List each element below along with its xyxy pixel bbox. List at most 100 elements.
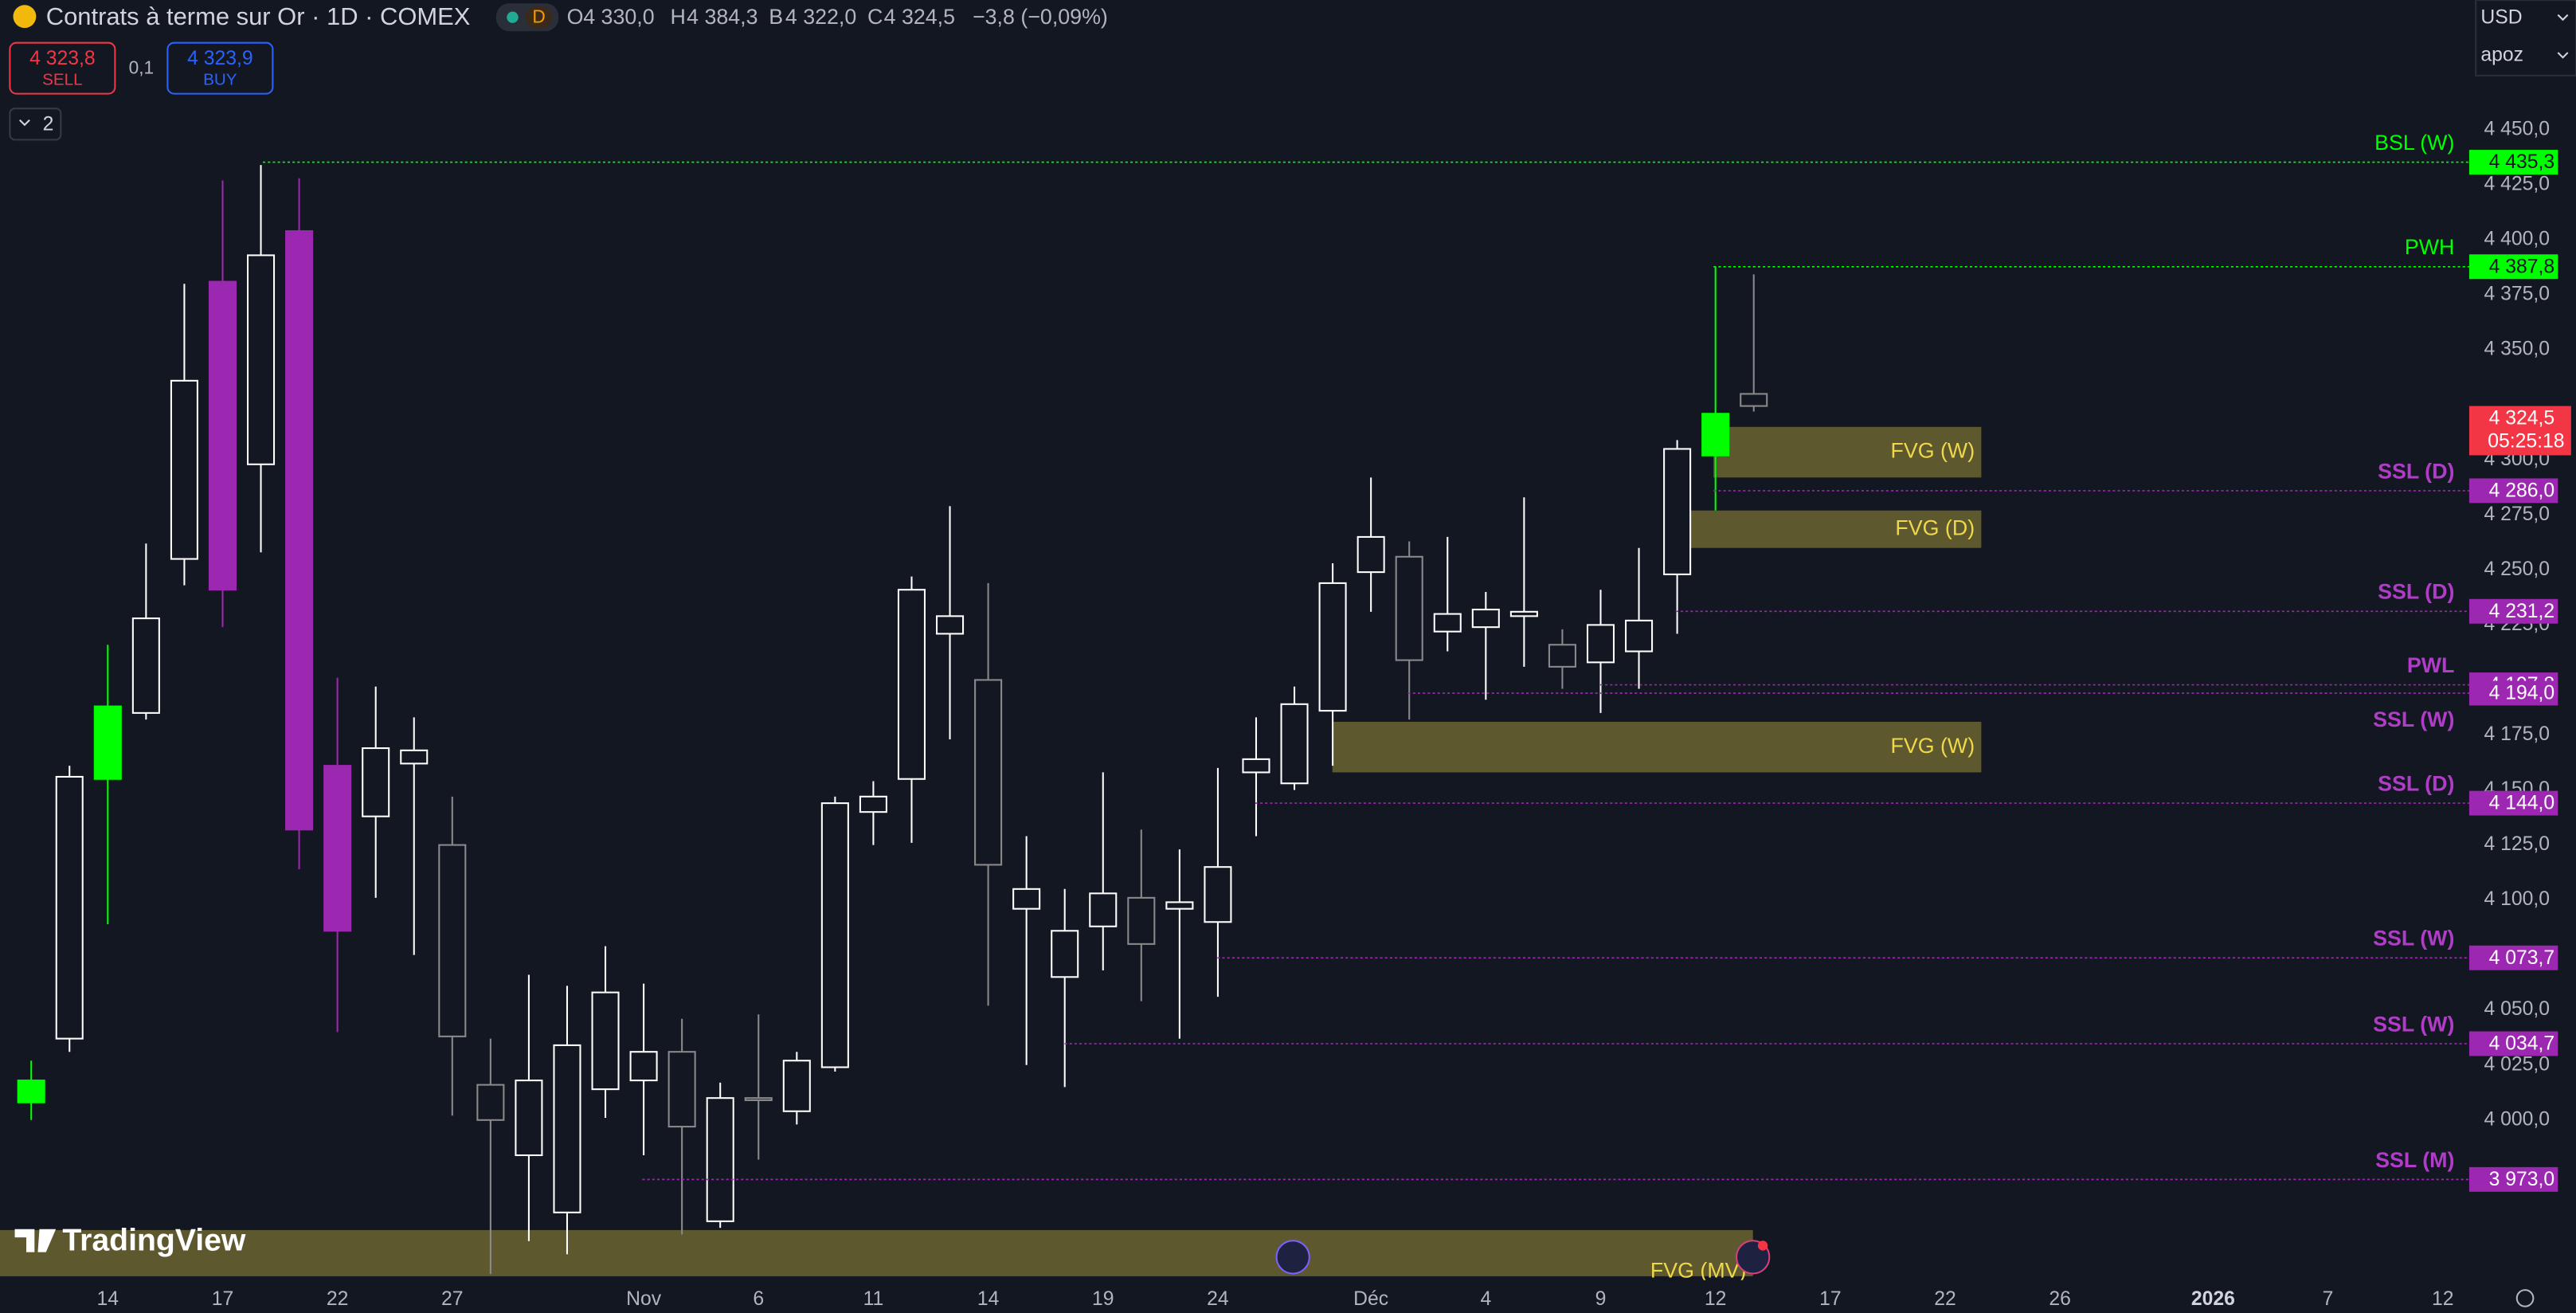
currency[interactable]: USD: [2480, 6, 2522, 28]
level-price-box: [2468, 945, 2558, 970]
fvg-label: FVG (D): [1895, 515, 1975, 539]
x-tick-label: Nov: [626, 1288, 662, 1310]
y-tick-label: 4 175,0: [2484, 723, 2551, 745]
candle-body: [1471, 609, 1500, 629]
candle-body: [17, 1080, 45, 1103]
level-name: SSL (D): [2378, 771, 2454, 795]
level-name: SSL (W): [2373, 707, 2454, 731]
candle-body: [897, 589, 926, 780]
candle-body: [591, 991, 620, 1091]
candle-body: [1051, 930, 1079, 978]
candle-body: [1586, 624, 1615, 664]
level-name: SSL (M): [2375, 1148, 2454, 1172]
y-tick-label: 4 250,0: [2484, 559, 2551, 580]
sell-price[interactable]: 4 323,8: [29, 48, 96, 69]
profile[interactable]: apoz: [2480, 45, 2523, 66]
level-price-box: [2468, 1031, 2558, 1056]
candle-body: [1204, 866, 1232, 923]
fvg-box: [1332, 721, 1982, 773]
y-tick-label: 4 375,0: [2484, 284, 2551, 305]
x-tick-label: 22: [1934, 1288, 1956, 1310]
sell-button[interactable]: [9, 41, 116, 95]
candle-body: [1740, 393, 1768, 407]
candle-body: [1548, 644, 1576, 668]
y-tick-label: 4 350,0: [2484, 339, 2551, 360]
chevron: [2557, 52, 2569, 59]
x-tick-label: 6: [753, 1288, 764, 1310]
x-tick-label: 4: [1480, 1288, 1491, 1310]
level-price-label: 4 144,0: [2489, 793, 2555, 814]
y-tick-label: 4 100,0: [2484, 888, 2551, 910]
candle-body: [1357, 535, 1385, 574]
candle-body: [438, 844, 467, 1037]
candle-body: [476, 1084, 505, 1121]
ohlc-value: 4 322,0: [785, 5, 856, 29]
candle-body: [629, 1051, 658, 1082]
interval-badge: D: [532, 6, 545, 27]
ohlc-value: 4 324,5: [884, 5, 955, 29]
logo-icon: [14, 1229, 57, 1252]
candle-body: [1395, 555, 1423, 661]
level-name: SSL (D): [2378, 580, 2454, 604]
buy-price[interactable]: 4 323,9: [187, 48, 253, 69]
level-name: PWH: [2405, 235, 2455, 259]
settings-icon[interactable]: [2515, 1289, 2535, 1307]
candle-body: [93, 705, 122, 780]
candle-body: [1433, 613, 1462, 633]
last-price-label: 4 324,5: [2489, 408, 2555, 429]
chevron: [19, 119, 30, 127]
ohlc-value: 4 384,3: [687, 5, 758, 29]
level-price-box: [2468, 478, 2558, 504]
level-name: BSL (W): [2374, 131, 2454, 155]
alert-dot: [1757, 1240, 1768, 1251]
x-tick-label: Déc: [1353, 1288, 1388, 1310]
indicators-toggle[interactable]: [9, 108, 62, 141]
candle-body: [553, 1044, 581, 1213]
indicators-count[interactable]: 2: [43, 113, 54, 135]
candle-body: [1318, 582, 1347, 712]
y-tick-label: 4 000,0: [2484, 1108, 2551, 1130]
sell-label[interactable]: SELL: [42, 71, 82, 89]
ohlc-key: B: [769, 5, 783, 29]
candle-body: [706, 1097, 734, 1222]
fvg-label: FVG (W): [1890, 439, 1975, 463]
level-price-label: 4 073,7: [2489, 947, 2555, 969]
market-dot: [507, 11, 519, 23]
level-price-label: 4 231,2: [2489, 601, 2555, 622]
buy-label[interactable]: BUY: [203, 71, 237, 89]
x-tick-label: 26: [2049, 1288, 2071, 1310]
level-name: PWL: [2407, 653, 2455, 677]
x-tick-label: 7: [2323, 1288, 2334, 1310]
candle-body: [246, 254, 276, 465]
candle-body: [859, 795, 887, 813]
candle-body: [323, 765, 352, 932]
replay-icon[interactable]: [1275, 1240, 1310, 1275]
y-tick-label: 4 125,0: [2484, 833, 2551, 855]
buy-button[interactable]: [166, 41, 274, 95]
ohlc-key: C: [867, 5, 883, 29]
candle-body: [782, 1060, 811, 1112]
level-price-box: [2468, 680, 2558, 706]
change: −3,8 (−0,09%): [973, 5, 1108, 29]
candle-body: [1012, 888, 1041, 910]
x-tick-label: 24: [1207, 1288, 1229, 1310]
x-tick-label: 12: [1705, 1288, 1727, 1310]
ohlc-key: O: [567, 5, 584, 29]
x-tick-label: 12: [2432, 1288, 2454, 1310]
x-tick-label: 11: [863, 1288, 884, 1310]
y-tick-label: 4 425,0: [2484, 174, 2551, 195]
level-name: SSL (D): [2378, 459, 2454, 483]
level-price-label: 4 435,3: [2489, 151, 2555, 173]
x-tick-label: 2026: [2191, 1288, 2235, 1310]
candle-body: [515, 1080, 543, 1157]
candle-body: [131, 617, 160, 714]
y-tick-label: 4 050,0: [2484, 998, 2551, 1020]
plot: FVG (W) FVG (D) FVG (W) FVG (MV) 4 000,0 4 02…: [0, 119, 2551, 1282]
spread: 0,1: [129, 57, 155, 78]
level-price-box: [2468, 150, 2558, 175]
candle-body: [1280, 703, 1309, 785]
candle-body: [400, 749, 429, 765]
